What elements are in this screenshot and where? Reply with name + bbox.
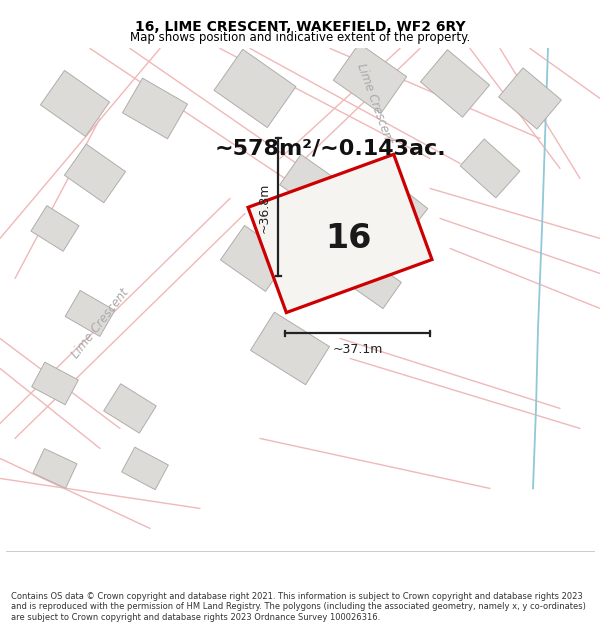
Polygon shape — [122, 78, 188, 139]
Polygon shape — [349, 258, 401, 309]
Polygon shape — [214, 49, 296, 127]
Polygon shape — [460, 139, 520, 198]
Polygon shape — [65, 291, 115, 336]
Polygon shape — [499, 68, 562, 129]
Polygon shape — [248, 154, 432, 312]
Polygon shape — [31, 206, 79, 251]
Polygon shape — [280, 154, 340, 212]
Polygon shape — [104, 384, 156, 433]
Text: ~37.1m: ~37.1m — [332, 343, 383, 356]
Polygon shape — [421, 49, 490, 118]
Polygon shape — [64, 144, 125, 202]
Polygon shape — [334, 43, 407, 114]
Text: 16, LIME CRESCENT, WAKEFIELD, WF2 6RY: 16, LIME CRESCENT, WAKEFIELD, WF2 6RY — [134, 20, 466, 34]
Text: 16: 16 — [325, 222, 371, 255]
Text: Map shows position and indicative extent of the property.: Map shows position and indicative extent… — [130, 31, 470, 44]
Polygon shape — [220, 226, 290, 291]
Polygon shape — [251, 312, 329, 385]
Text: Contains OS data © Crown copyright and database right 2021. This information is : Contains OS data © Crown copyright and d… — [11, 592, 586, 622]
Text: ~36.8m: ~36.8m — [257, 182, 271, 232]
Text: Lime Crescent: Lime Crescent — [69, 286, 131, 361]
Text: ~578m²/~0.143ac.: ~578m²/~0.143ac. — [215, 139, 446, 159]
Polygon shape — [372, 181, 428, 236]
Text: Lime Crescent: Lime Crescent — [355, 61, 395, 146]
Polygon shape — [122, 447, 169, 490]
Polygon shape — [32, 362, 79, 405]
Polygon shape — [33, 449, 77, 488]
Polygon shape — [40, 71, 110, 136]
